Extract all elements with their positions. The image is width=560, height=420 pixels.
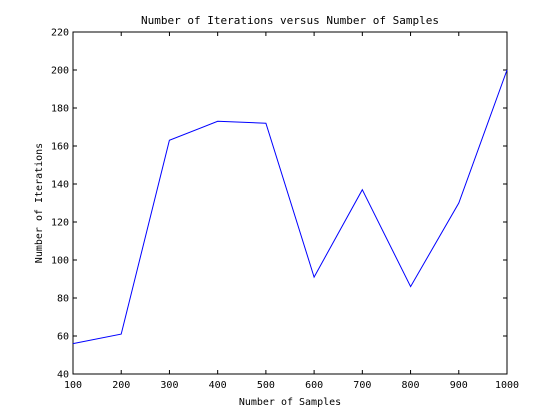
y-tick-label: 140 (51, 180, 69, 191)
y-axis-title: Number of Iterations (34, 143, 45, 263)
series-line (72, 69, 508, 345)
x-tick-label: 400 (209, 380, 227, 391)
x-tick-label: 300 (160, 380, 178, 391)
plot-area: 100 200 300 400 500 600 700 800 900 1000 40 60 80 100… (51, 28, 519, 392)
x-tick-label: 600 (305, 380, 323, 391)
axes-box (72, 31, 508, 375)
y-tick-label: 160 (51, 142, 69, 153)
x-axis-title: Number of Samples (239, 397, 341, 408)
x-tick-label: 500 (257, 380, 275, 391)
y-tick-label: 40 (57, 370, 69, 381)
x-tick-label: 900 (450, 380, 468, 391)
y-tick-label: 80 (57, 294, 69, 305)
chart-title: Number of Iterations versus Number of Sa… (141, 14, 439, 27)
y-tick-label: 100 (51, 256, 69, 267)
x-tick-label: 1000 (495, 380, 519, 391)
x-tick-label: 700 (353, 380, 371, 391)
x-tick-label: 100 (64, 380, 82, 391)
y-tick-label: 60 (57, 332, 69, 343)
y-tick-label: 120 (51, 218, 69, 229)
y-tick-label: 200 (51, 66, 69, 77)
y-tick-label: 220 (51, 28, 69, 39)
y-tick-label: 180 (51, 104, 69, 115)
x-tick-label: 800 (402, 380, 420, 391)
x-tick-label: 200 (112, 380, 130, 391)
